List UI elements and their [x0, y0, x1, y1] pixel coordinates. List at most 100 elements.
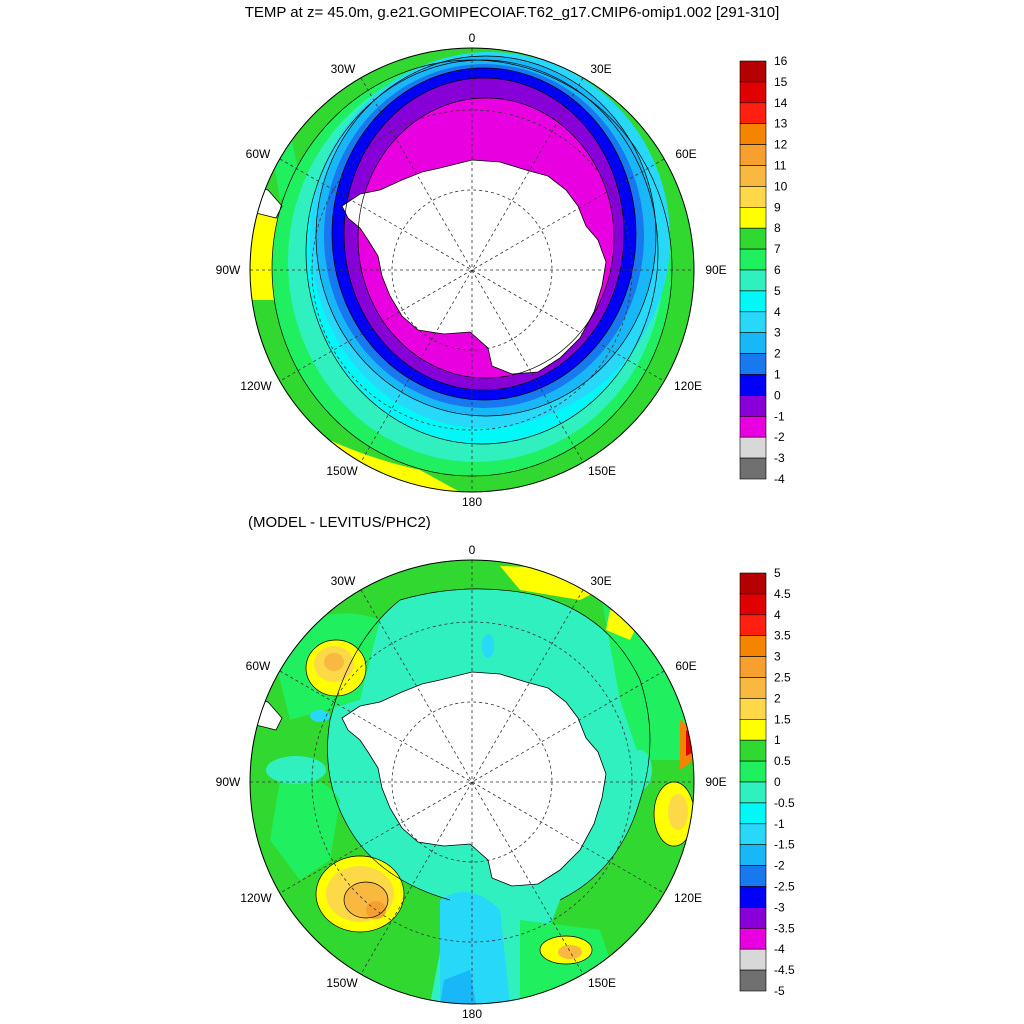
- lon-label-30e: 30E: [590, 62, 611, 76]
- colorbar-swatch: [739, 886, 767, 908]
- colorbar-swatch: [739, 60, 767, 83]
- colorbar-label: 14: [774, 96, 788, 110]
- lon-label-120w: 120W: [240, 379, 272, 393]
- colorbar-label: 2: [774, 691, 781, 705]
- difference-colorbar: 5 4.5 4 3.5 3 2.5 2 1.5 1 0.5 0 -0.5 -1 -1.5 -2 -2.5 -3 -…: [739, 566, 795, 998]
- colorbar-swatch: [739, 332, 767, 354]
- colorbar-swatch: [739, 290, 767, 313]
- colorbar-swatch: [739, 123, 767, 145]
- colorbar-label: 6: [774, 263, 781, 277]
- colorbar-label: 0: [774, 775, 781, 789]
- colorbar-swatch: [739, 227, 767, 250]
- colorbar-label: 1: [774, 733, 781, 747]
- colorbar-swatch: [739, 781, 767, 804]
- colorbar-label: -2: [774, 430, 785, 444]
- colorbar-label: 2: [774, 347, 781, 361]
- colorbar-swatch: [739, 353, 767, 375]
- colorbar-label: 3: [774, 650, 781, 664]
- lon-label-180: 180: [462, 1007, 482, 1021]
- lon-label-90w: 90W: [216, 775, 241, 789]
- colorbar-swatch: [739, 593, 767, 616]
- colorbar-swatch: [739, 415, 767, 438]
- lon-label-90e: 90E: [705, 263, 726, 277]
- colorbar-swatch: [739, 165, 767, 187]
- lon-label-150e: 150E: [588, 464, 616, 478]
- colorbar-swatch: [739, 760, 767, 783]
- colorbar-swatch: [739, 948, 767, 971]
- lon-label-30w: 30W: [331, 62, 356, 76]
- colorbar-swatch: [739, 614, 767, 636]
- lon-label-30e: 30E: [590, 574, 611, 588]
- colorbar-swatch: [739, 436, 767, 459]
- colorbar-label: 4: [774, 608, 781, 622]
- colorbar-swatch: [739, 186, 767, 208]
- colorbar-swatch: [739, 969, 767, 992]
- lon-label-150w: 150W: [326, 464, 358, 478]
- colorbar-label: 4.5: [774, 587, 791, 601]
- colorbar-label: 15: [774, 75, 788, 89]
- lon-label-120e: 120E: [674, 891, 702, 905]
- colorbar-label: -2: [774, 859, 785, 873]
- colorbar-label: -3: [774, 451, 785, 465]
- colorbar-label: 4: [774, 305, 781, 319]
- colorbar-swatch: [739, 718, 767, 741]
- colorbar-label: -3.5: [774, 921, 795, 935]
- colorbar-label: 0.5: [774, 754, 791, 768]
- colorbar-label: 10: [774, 179, 788, 193]
- colorbar-swatch: [739, 844, 767, 866]
- colorbar-swatch: [739, 656, 767, 678]
- lon-label-150e: 150E: [588, 976, 616, 990]
- figure-title: TEMP at z= 45.0m, g.e21.GOMIPECOIAF.T62_…: [244, 4, 780, 21]
- colorbar-swatch: [739, 865, 767, 887]
- lon-label-30w: 30W: [331, 574, 356, 588]
- colorbar-swatch: [739, 635, 767, 657]
- colorbar-swatch: [739, 677, 767, 699]
- lon-label-120w: 120W: [240, 891, 272, 905]
- colorbar-swatch: [739, 927, 767, 950]
- lon-label-120e: 120E: [674, 379, 702, 393]
- colorbar-label: -1.5: [774, 838, 795, 852]
- temperature-map: 0 30E 60E 90E 120E 150E 180 150W 120W 90…: [216, 31, 727, 509]
- lon-label-90w: 90W: [216, 263, 241, 277]
- lon-label-0: 0: [469, 31, 476, 45]
- colorbar-label: -0.5: [774, 796, 795, 810]
- colorbar-label: -4.5: [774, 963, 795, 977]
- colorbar-swatch: [739, 81, 767, 104]
- colorbar-swatch: [739, 907, 767, 929]
- colorbar-swatch: [739, 457, 767, 480]
- lon-label-60e: 60E: [675, 147, 696, 161]
- colorbar-swatch: [739, 311, 767, 333]
- colorbar-swatch: [739, 572, 767, 595]
- colorbar-swatch: [739, 698, 767, 720]
- colorbar-swatch: [739, 374, 767, 396]
- colorbar-label: 1: [774, 368, 781, 382]
- colorbar-swatch: [739, 102, 767, 125]
- lon-label-60w: 60W: [246, 659, 271, 673]
- colorbar-swatch: [739, 248, 767, 271]
- colorbar-label: 5: [774, 284, 781, 298]
- colorbar-label: -1: [774, 409, 785, 423]
- colorbar-label: -1: [774, 817, 785, 831]
- colorbar-label: 8: [774, 221, 781, 235]
- colorbar-label: 16: [774, 54, 788, 68]
- colorbar-label: 7: [774, 242, 781, 256]
- lon-label-60e: 60E: [675, 659, 696, 673]
- colorbar-label: 0: [774, 388, 781, 402]
- colorbar-label: -3: [774, 900, 785, 914]
- colorbar-label: 3.5: [774, 629, 791, 643]
- lon-label-90e: 90E: [705, 775, 726, 789]
- lon-label-180: 180: [462, 495, 482, 509]
- colorbar-label: -4: [774, 942, 785, 956]
- colorbar-label: 13: [774, 117, 788, 131]
- colorbar-label: 12: [774, 138, 788, 152]
- colorbar-label: 1.5: [774, 712, 791, 726]
- panel2-subtitle: (MODEL - LEVITUS/PHC2): [248, 514, 431, 531]
- colorbar-swatch: [739, 269, 767, 292]
- colorbar-label: -4: [774, 472, 785, 486]
- colorbar-label: 5: [774, 566, 781, 580]
- colorbar-label: 11: [774, 159, 787, 173]
- lon-label-150w: 150W: [326, 976, 358, 990]
- colorbar-swatch: [739, 823, 767, 845]
- colorbar-label: 9: [774, 200, 781, 214]
